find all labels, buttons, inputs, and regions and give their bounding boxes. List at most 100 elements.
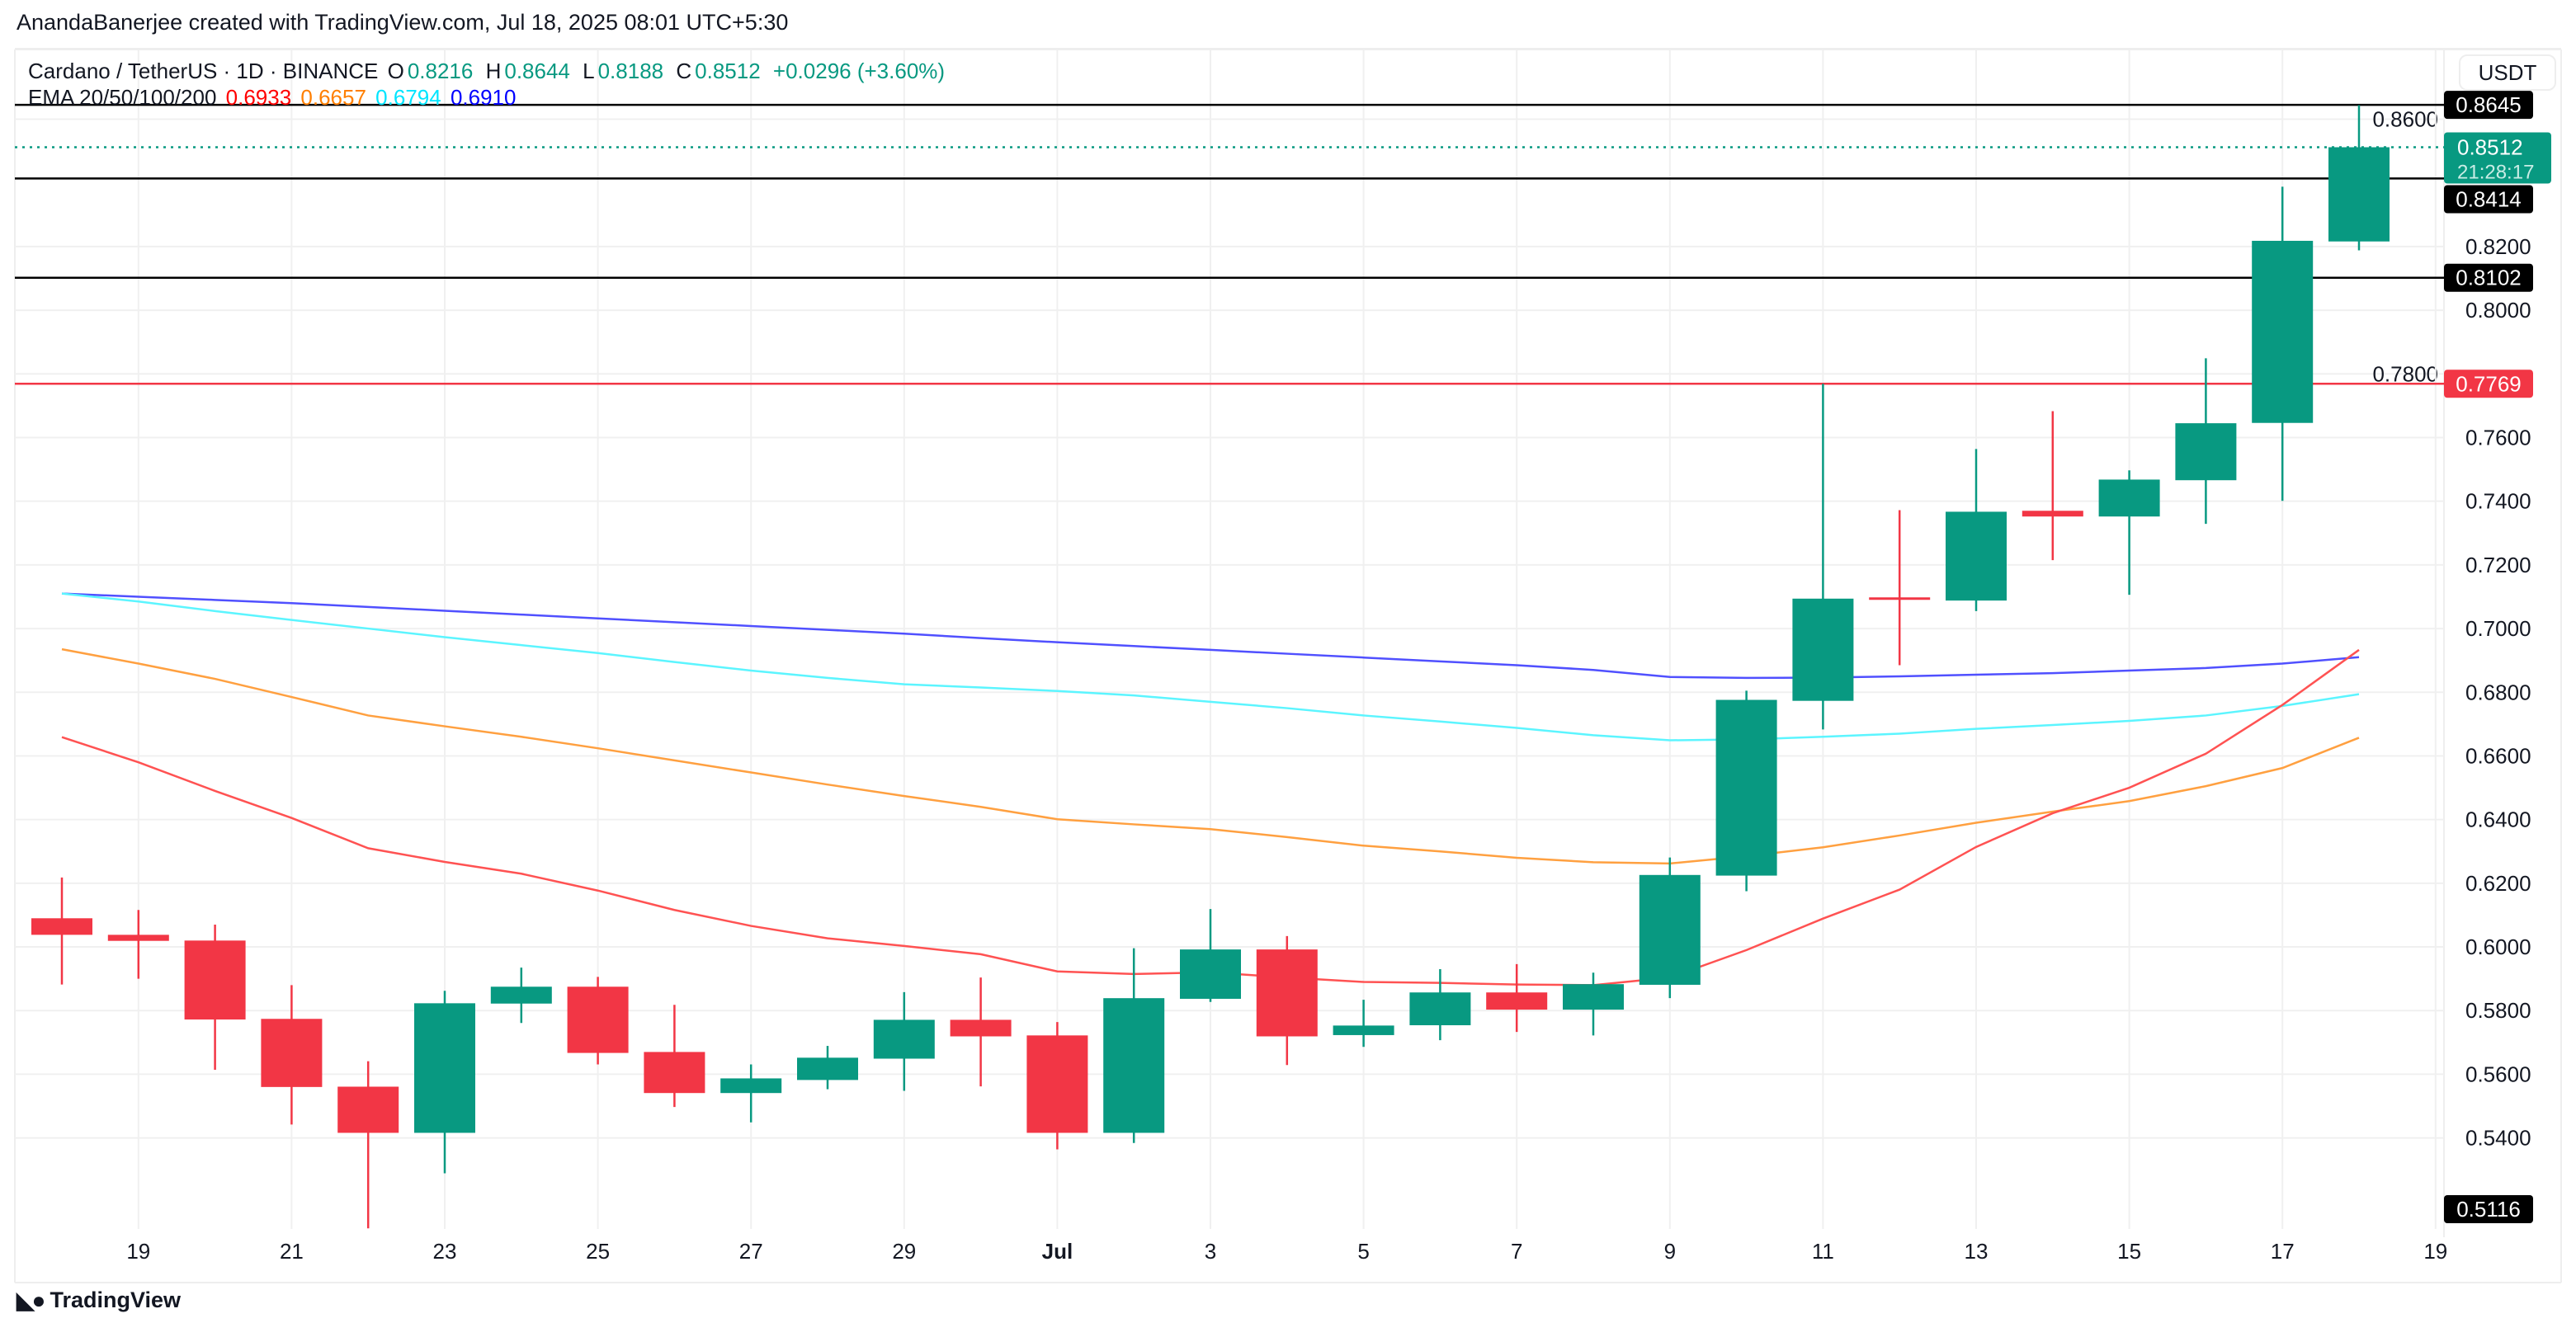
x-tick-label: 9 xyxy=(1664,1239,1676,1264)
chart-frame xyxy=(15,48,2561,1288)
ema-label[interactable]: EMA 20/50/100/200 xyxy=(28,85,217,110)
y-tick-label: 0.8200 xyxy=(2465,234,2531,259)
x-tick-label: 5 xyxy=(1357,1239,1369,1264)
candle-body xyxy=(1869,597,1931,600)
x-tick-label: 17 xyxy=(2271,1239,2295,1264)
logo-text: TradingView xyxy=(50,1288,181,1312)
y-tick-label: 0.5400 xyxy=(2465,1126,2531,1151)
candle-body xyxy=(1486,992,1548,1010)
x-tick-label: Jul xyxy=(1042,1239,1073,1264)
open-value: 0.8216 xyxy=(407,59,474,83)
tradingview-logo[interactable]: ◣● TradingView xyxy=(17,1287,181,1314)
y-tick-label: 0.7200 xyxy=(2465,553,2531,577)
y-tick-label: 0.7800 xyxy=(2372,361,2438,386)
price-level-label: 0.8414 xyxy=(2456,186,2522,211)
last-price-badge xyxy=(2444,132,2551,184)
candle-body xyxy=(1103,998,1165,1133)
y-tick-label: 0.6800 xyxy=(2465,680,2531,704)
candle-body xyxy=(950,1019,1012,1037)
ema100-value: 0.6794 xyxy=(375,85,441,110)
candle-body xyxy=(31,918,92,935)
y-tick-label: 0.6000 xyxy=(2465,935,2531,959)
y-tick-label: 0.8600 xyxy=(2372,107,2438,132)
ema-line-ema100 xyxy=(61,592,2360,742)
last-price-label: 0.8512 xyxy=(2457,134,2523,159)
y-tick-label: 0.6400 xyxy=(2465,807,2531,832)
x-tick-label: 21 xyxy=(280,1239,304,1264)
x-tick-label: 3 xyxy=(1205,1239,1216,1264)
price-level-badge xyxy=(2444,91,2533,120)
candle-body xyxy=(1639,874,1701,985)
x-tick-label: 27 xyxy=(739,1239,763,1264)
y-tick-label: 0.6200 xyxy=(2465,871,2531,896)
candle-body xyxy=(1256,949,1318,1037)
candle-body xyxy=(1409,992,1471,1025)
x-tick-label: 15 xyxy=(2117,1239,2141,1264)
tradingview-logo-icon: ◣● xyxy=(17,1288,45,1313)
y-tick-label: 0.8000 xyxy=(2465,298,2531,323)
y-tick-label: 0.7600 xyxy=(2465,425,2531,450)
candle-body xyxy=(414,1003,475,1133)
ema200-value: 0.6910 xyxy=(450,85,517,110)
x-tick-label: 19 xyxy=(2423,1239,2447,1264)
x-tick-label: 7 xyxy=(1511,1239,1522,1264)
symbol-title[interactable]: Cardano / TetherUS · 1D · BINANCE xyxy=(28,59,379,83)
candle-body xyxy=(644,1052,705,1094)
price-level-badge xyxy=(2444,370,2533,398)
candle-body xyxy=(2098,479,2160,517)
symbol-row: Cardano / TetherUS · 1D · BINANCE O 0.821… xyxy=(28,58,948,84)
candle-body xyxy=(261,1019,323,1087)
high-value: 0.8644 xyxy=(504,59,570,83)
ema-line-ema50 xyxy=(61,647,2360,865)
candle-body xyxy=(490,986,552,1004)
candle-body xyxy=(1180,949,1241,999)
candle-body xyxy=(107,935,169,941)
low-value: 0.8188 xyxy=(597,59,664,83)
candle-body xyxy=(1026,1035,1088,1133)
bar-countdown-label: 21:28:17 xyxy=(2457,161,2534,183)
price-level-badge xyxy=(2444,263,2533,292)
candle-body xyxy=(1563,984,1624,1010)
y-tick-label: 0.6600 xyxy=(2465,743,2531,768)
price-level-label: 0.5116 xyxy=(2456,1197,2521,1222)
price-level-badge xyxy=(2444,185,2533,214)
candle-body xyxy=(1792,598,1854,701)
currency-button[interactable]: USDT xyxy=(2459,54,2556,91)
candle-body xyxy=(2022,511,2083,517)
low-label: L 0.8188 xyxy=(583,59,664,83)
candle-body xyxy=(2328,147,2390,242)
x-tick-label: 13 xyxy=(1965,1239,1989,1264)
candle-body xyxy=(1946,511,2007,601)
y-tick-label: 0.7400 xyxy=(2465,489,2531,514)
close-label: C 0.8512 xyxy=(676,59,761,83)
y-tick-label: 0.7000 xyxy=(2465,616,2531,641)
price-level-label: 0.7769 xyxy=(2456,371,2522,396)
x-tick-label: 11 xyxy=(1812,1239,1834,1264)
candle-body xyxy=(567,986,629,1053)
candle-body xyxy=(1715,699,1777,876)
y-tick-label: 0.5800 xyxy=(2465,998,2531,1023)
candle-body xyxy=(797,1057,858,1081)
close-value: 0.8512 xyxy=(695,59,761,83)
attribution-text: AnandaBanerjee created with TradingView.… xyxy=(17,10,789,35)
price-level-label: 0.8102 xyxy=(2456,266,2522,290)
candle-body xyxy=(1333,1025,1394,1035)
chart-legend: Cardano / TetherUS · 1D · BINANCE O 0.821… xyxy=(28,58,948,111)
candle-body xyxy=(720,1078,782,1094)
open-label: O 0.8216 xyxy=(387,59,474,83)
candle-body xyxy=(2175,423,2237,481)
price-level-badge xyxy=(2444,1195,2533,1223)
ema-line-ema200 xyxy=(61,592,2360,680)
change-value: +0.0296 (+3.60%) xyxy=(772,59,946,83)
candle-body xyxy=(2252,240,2314,423)
candle-body xyxy=(337,1086,399,1133)
x-tick-label: 19 xyxy=(126,1239,150,1264)
ema50-value: 0.6657 xyxy=(300,85,366,110)
x-tick-label: 23 xyxy=(433,1239,457,1264)
x-tick-label: 29 xyxy=(892,1239,916,1264)
candle-body xyxy=(873,1019,935,1059)
x-tick-label: 25 xyxy=(586,1239,610,1264)
ema-row: EMA 20/50/100/200 0.6933 0.6657 0.6794 0… xyxy=(28,84,948,111)
y-tick-label: 0.5600 xyxy=(2465,1062,2531,1086)
